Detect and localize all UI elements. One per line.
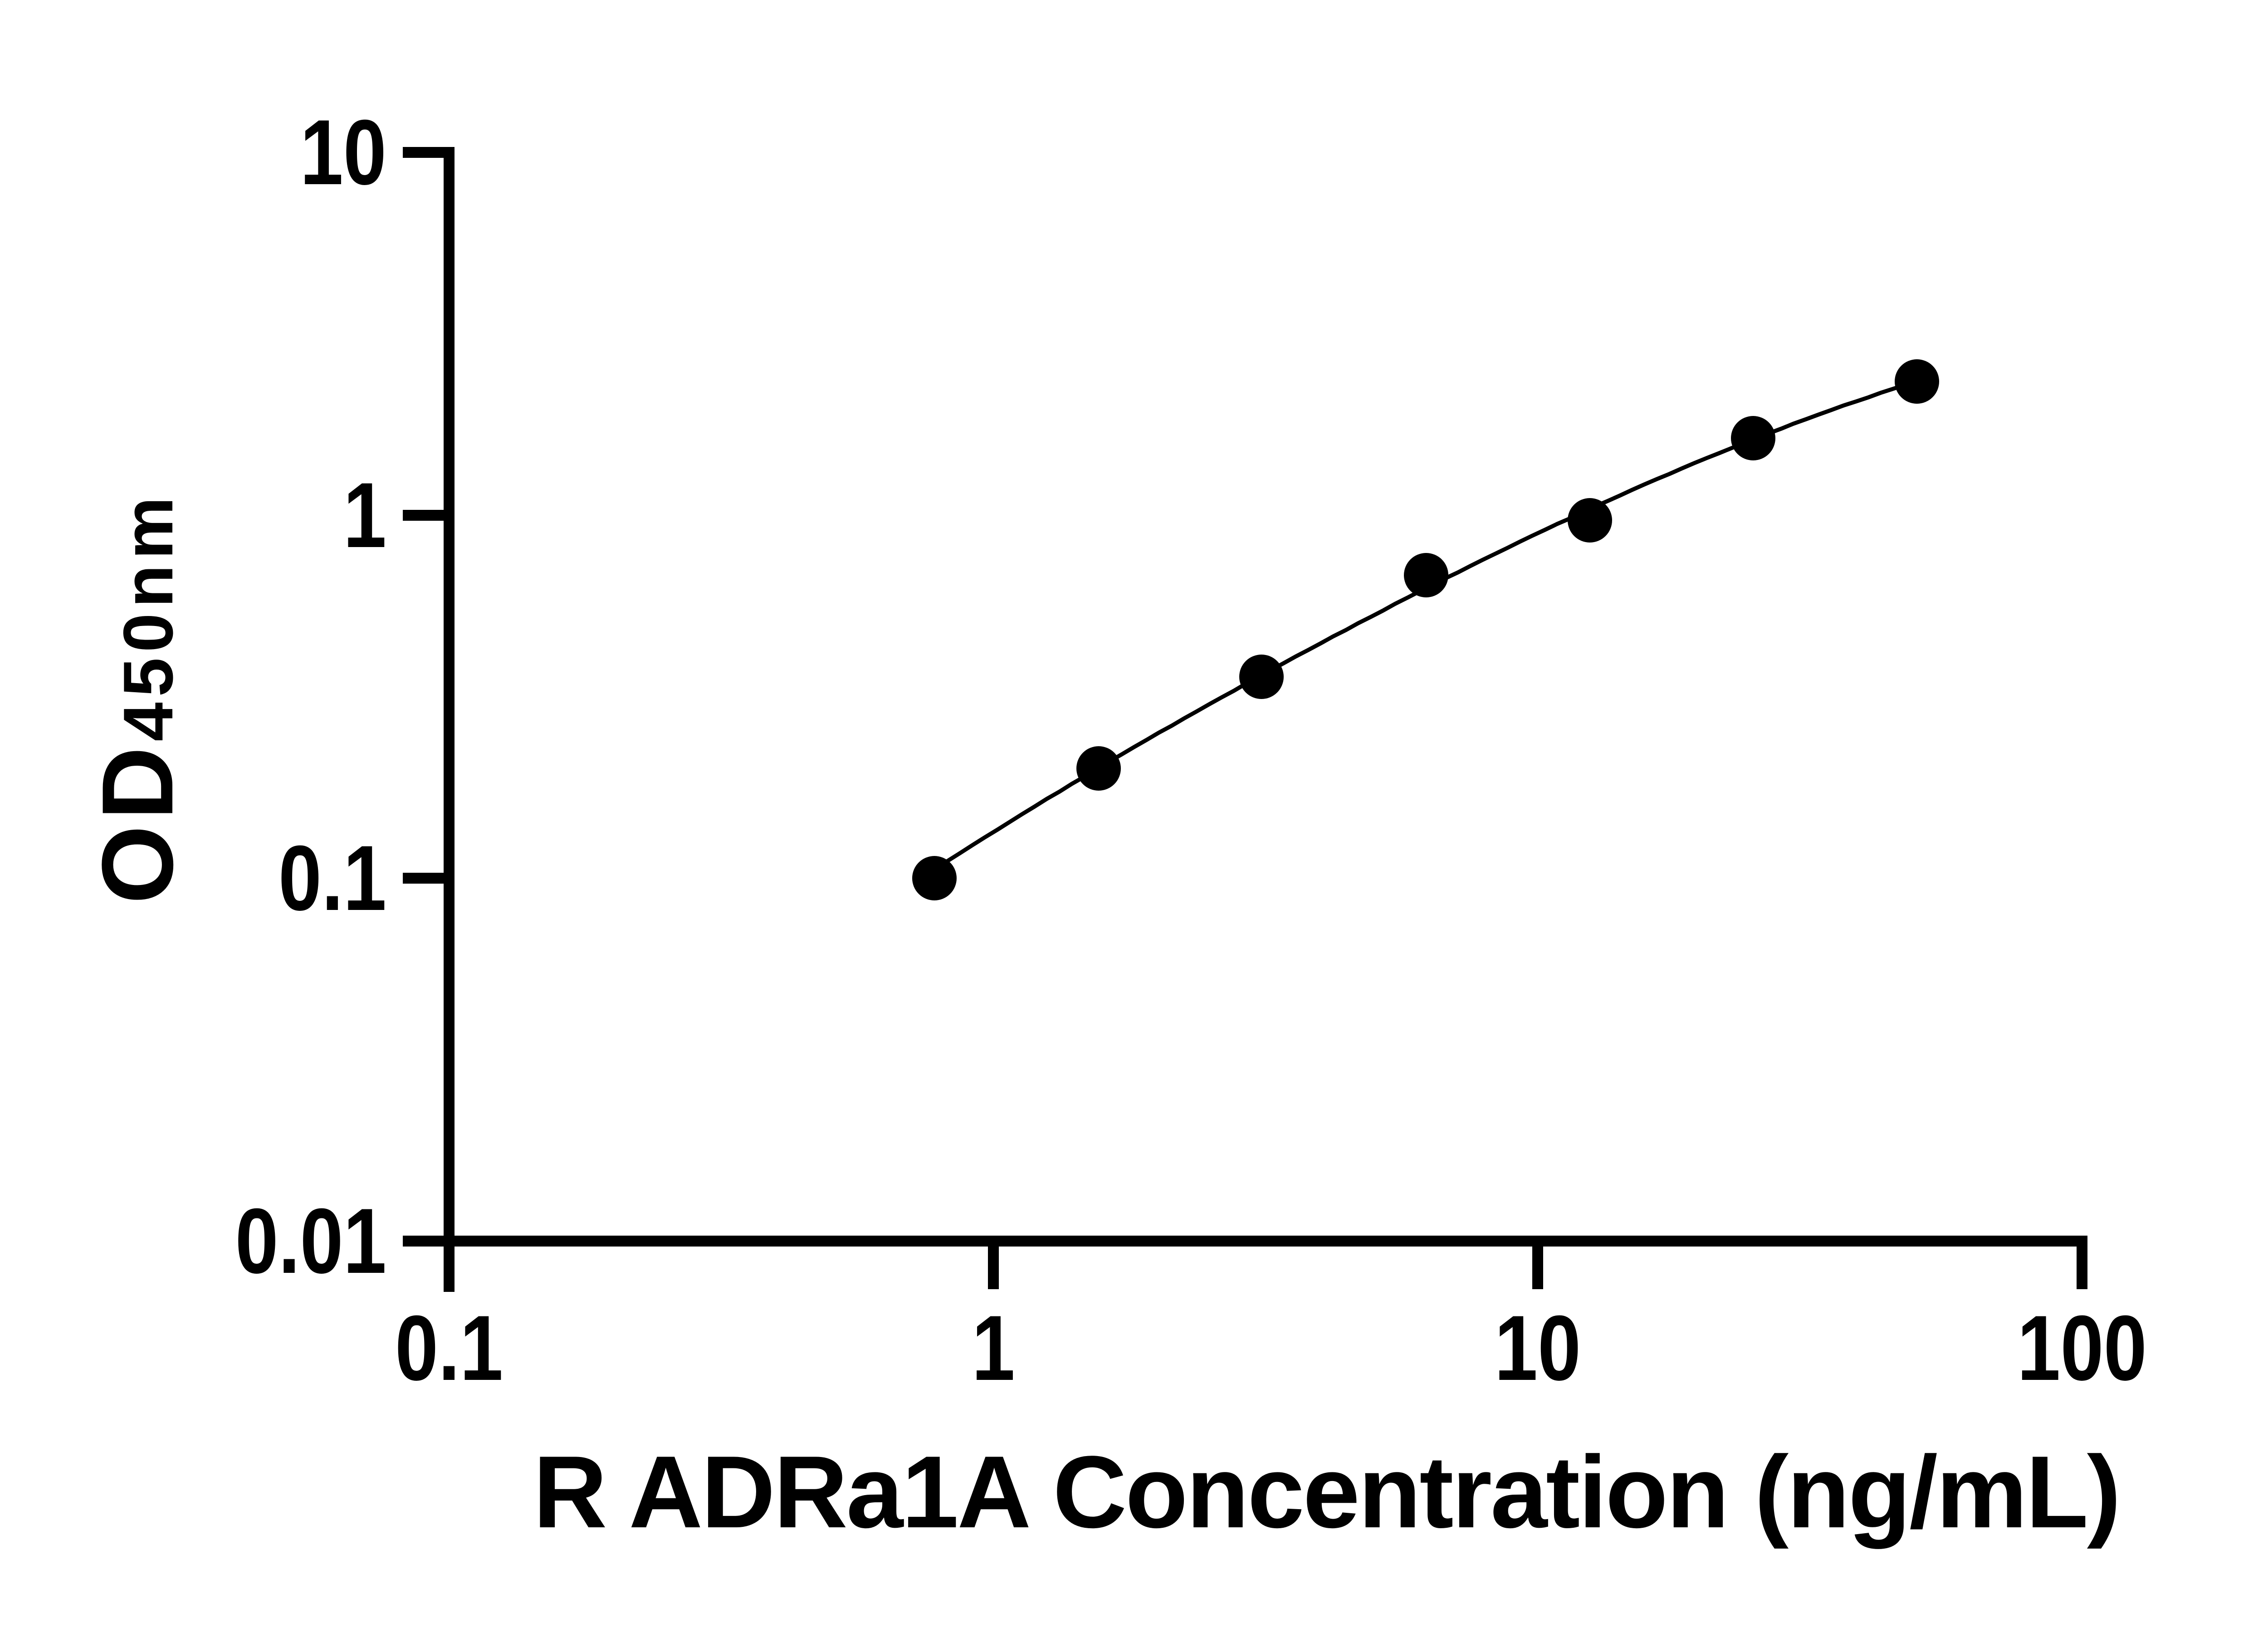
svg-text:1: 1 [343,463,386,567]
svg-text:100: 100 [2017,1296,2147,1399]
svg-text:0.01: 0.01 [235,1189,386,1292]
svg-text:0.1: 0.1 [395,1296,503,1399]
svg-text:1: 1 [972,1296,1015,1399]
svg-text:OD450nm: OD450nm [81,491,194,904]
svg-text:0.1: 0.1 [279,826,386,929]
svg-text:10: 10 [300,100,386,204]
svg-text:R ADRa1A Concentration (ng/mL): R ADRa1A Concentration (ng/mL) [533,1434,2119,1549]
svg-text:10: 10 [1495,1296,1581,1399]
